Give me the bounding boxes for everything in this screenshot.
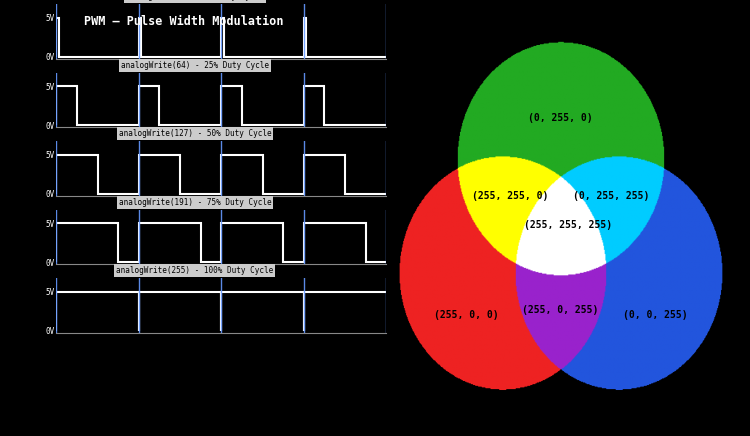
- Text: (255, 0, 255): (255, 0, 255): [523, 306, 599, 316]
- Text: analogWrite(0) - 0% Duty Cycle: analogWrite(0) - 0% Duty Cycle: [125, 0, 264, 1]
- Text: analogWrite(127) - 50% Duty Cycle: analogWrite(127) - 50% Duty Cycle: [118, 129, 272, 138]
- Text: PWM – Pulse Width Modulation: PWM – Pulse Width Modulation: [84, 15, 284, 28]
- Text: (255, 255, 255): (255, 255, 255): [524, 220, 612, 230]
- Text: (0, 255, 255): (0, 255, 255): [573, 191, 650, 201]
- Text: analogWrite(64) - 25% Duty Cycle: analogWrite(64) - 25% Duty Cycle: [121, 61, 268, 70]
- Text: (255, 255, 0): (255, 255, 0): [472, 191, 548, 201]
- Text: (255, 0, 0): (255, 0, 0): [433, 310, 498, 320]
- Text: (0, 0, 255): (0, 0, 255): [623, 310, 688, 320]
- Text: (0, 255, 0): (0, 255, 0): [528, 113, 593, 123]
- Text: analogWrite(255) - 100% Duty Cycle: analogWrite(255) - 100% Duty Cycle: [116, 266, 274, 275]
- Text: analogWrite(191) - 75% Duty Cycle: analogWrite(191) - 75% Duty Cycle: [118, 198, 272, 207]
